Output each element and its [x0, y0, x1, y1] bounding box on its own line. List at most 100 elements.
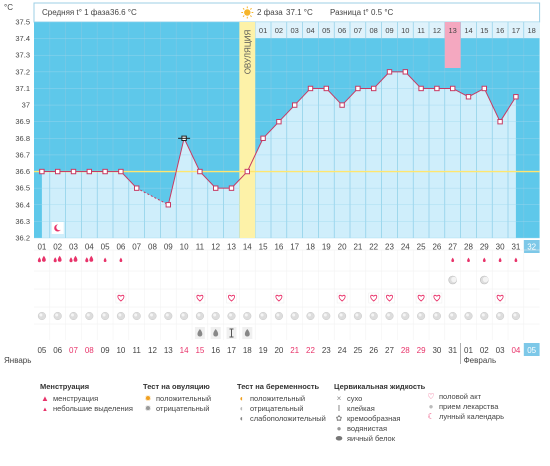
watery-icon: ● [336, 424, 342, 433]
legend-item: ● водянистая [334, 424, 425, 434]
pill-highlight [497, 313, 501, 317]
dry-icon: × [336, 394, 342, 403]
day-number: 22 [369, 243, 378, 252]
menstruation-icon [69, 257, 73, 263]
light-bleeding-icon [451, 257, 455, 262]
creamy-icon: ✿ [335, 414, 343, 423]
calendar-date: 05 [37, 346, 46, 355]
day-number: 13 [227, 243, 236, 252]
temp-line-segment [499, 96, 517, 122]
sun-ray [249, 15, 252, 18]
pill-highlight [244, 313, 248, 317]
day-number: 31 [511, 243, 520, 252]
pill-highlight [371, 313, 375, 317]
legend-label: кремообразная [347, 414, 401, 423]
bbt-chart: °C Средняя t° 1 фаза 36.6 °C 2 фаза 37.1 °C Р… [4, 2, 541, 365]
temp-line-segment [341, 88, 359, 106]
day-number: 21 [353, 243, 362, 252]
pill-highlight [213, 313, 217, 317]
small-drop-icon: ▲ [42, 407, 48, 413]
legend-label: менструация [53, 394, 99, 403]
legend-item: ◐ слабоположительный [237, 414, 326, 424]
day-number: 07 [132, 243, 141, 252]
post-ovulation-day: 05 [322, 26, 330, 35]
heart-icon [338, 294, 346, 302]
grey-sun-icon: ✹ [144, 404, 152, 413]
y-tick-label: 37.4 [15, 34, 30, 43]
day-number: 26 [432, 243, 441, 252]
temp-line-segment [325, 88, 343, 106]
legend: Менструация ▲ менструация ▲ небольшие выде… [0, 376, 550, 466]
light-bleeding-icon [514, 257, 518, 262]
menstruation-icon [53, 257, 57, 263]
calendar-date: 23 [322, 346, 331, 355]
menstruation-icon [85, 257, 89, 263]
y-tick-label: 37.1 [15, 84, 30, 93]
light-bleeding-icon [482, 257, 486, 262]
calendar-date: 20 [274, 346, 283, 355]
test-inner [451, 276, 457, 283]
y-tick-label: 37 [22, 101, 30, 110]
day-number: 09 [164, 243, 173, 252]
day-number: 17 [290, 243, 299, 252]
menstruation-icon [41, 255, 46, 262]
temp-line-segment [136, 187, 169, 206]
legend-label: лунный календарь [439, 412, 505, 421]
temp-point [307, 85, 314, 92]
blood-drop-icon: ▲ [41, 394, 49, 403]
legend-item: ◐ отрицательный [237, 404, 326, 414]
heart-icon: ♡ [427, 392, 435, 401]
temp-point [355, 85, 361, 92]
day-number: 16 [274, 243, 283, 252]
temp-point [228, 185, 235, 191]
y-tick-label: 37.5 [15, 18, 30, 27]
legend-title: Цервикальная жидкость [334, 382, 426, 391]
day-number: 02 [53, 243, 62, 252]
test-negative-icon: ◐ [239, 404, 245, 413]
post-ovulation-day: 06 [338, 26, 346, 35]
pill-highlight [55, 313, 59, 317]
phase1-label: Средняя t° 1 фаза [42, 8, 110, 17]
calendar-date: 26 [369, 346, 378, 355]
menstruation-icon [57, 255, 62, 262]
sun-icon: ✹ [144, 394, 152, 403]
day-number: 15 [259, 243, 268, 252]
light-bleeding-icon [119, 257, 123, 262]
pill-highlight [102, 313, 106, 317]
legend-label: положительный [156, 394, 212, 403]
light-bleeding-icon [103, 257, 107, 262]
legend-menstruation: Менструация ▲ менструация ▲ небольшие выде… [40, 382, 133, 414]
calendar-date: 22 [306, 346, 315, 355]
pill-highlight [134, 313, 138, 317]
pill-highlight [86, 313, 90, 317]
sun-ray [242, 7, 245, 10]
day-number: 10 [180, 243, 189, 252]
day-number: 27 [448, 243, 457, 252]
calendar-date: 02 [480, 346, 489, 355]
temp-point [276, 118, 282, 125]
heart-icon [370, 294, 378, 302]
heart-cell [115, 292, 127, 304]
legend-label: яичный белок [347, 434, 396, 443]
post-ovulation-day: 01 [259, 26, 267, 35]
temp-point [244, 168, 251, 175]
pill-highlight [402, 313, 406, 317]
post-ovulation-day: 10 [401, 26, 409, 35]
calendar-date: 09 [101, 346, 110, 355]
post-ovulation-day: 04 [306, 26, 314, 35]
y-tick-label: 36.5 [15, 184, 30, 193]
temp-line-segment [483, 88, 501, 122]
post-ovulation-day: 15 [480, 26, 488, 35]
y-tick-label: 37.3 [15, 51, 30, 60]
pill-highlight [466, 313, 469, 317]
temp-point [197, 168, 203, 175]
pill-highlight [387, 313, 390, 317]
temp-point [260, 135, 266, 142]
post-ovulation-day: 17 [512, 26, 520, 35]
legend-label: положительный [250, 394, 306, 403]
pill-highlight [229, 313, 232, 317]
legend-ovulation-test: Тест на овуляцию ✹ положительный ✹ отрицат… [143, 382, 211, 414]
diff-label: Разница t° [330, 8, 369, 17]
watery-icon [213, 329, 219, 337]
pill-highlight [39, 313, 43, 317]
